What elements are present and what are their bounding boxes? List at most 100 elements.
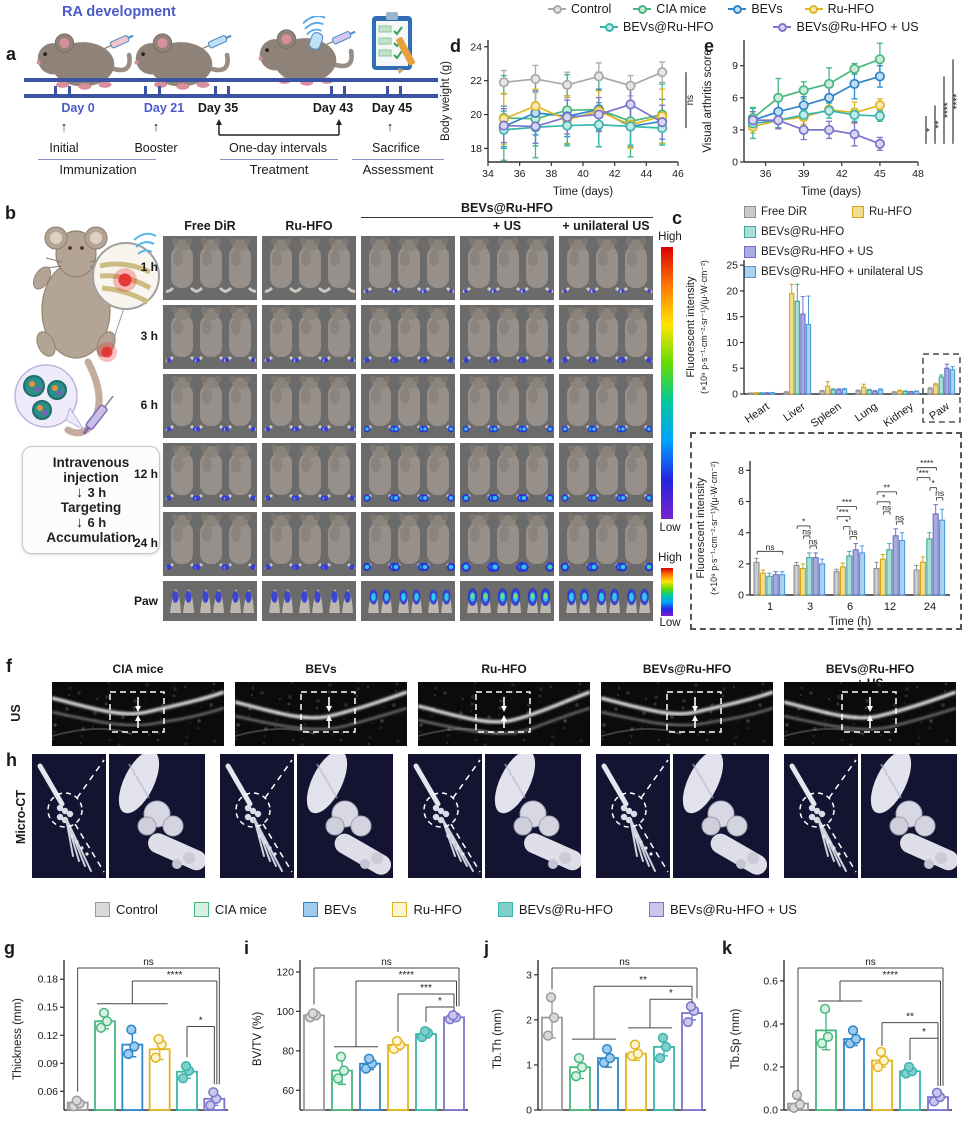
- treatment-interval-bracket: [216, 119, 342, 136]
- ultrasound-image: [51, 681, 225, 747]
- timeline-day-43: Day 43: [312, 101, 354, 115]
- col-header-plus-us: + US: [492, 219, 522, 233]
- ruhfo-swatch-icon: [392, 902, 408, 917]
- micro-ct-zoom-image: [109, 750, 207, 878]
- bevs-ruhfo-swatch-icon: [744, 226, 756, 238]
- flow-step-1: Intravenous injection: [52, 455, 130, 485]
- legend-item-control: Control: [548, 2, 611, 16]
- svg-text:0.18: 0.18: [38, 974, 59, 986]
- legend-label: CIA mice: [214, 902, 267, 917]
- svg-text:42: 42: [609, 168, 621, 180]
- micro-ct-overview-image: [596, 754, 670, 878]
- svg-text:40: 40: [577, 168, 589, 180]
- c-legend-unilateral-us: BEVs@Ru-HFO + unilateral US: [744, 266, 923, 278]
- control-marker-icon: [548, 4, 566, 14]
- row-label-12h: 12 h: [133, 467, 158, 481]
- svg-text:ns: ns: [935, 488, 944, 498]
- svg-text:0.12: 0.12: [38, 1030, 59, 1042]
- fluorescence-image-cell: [460, 374, 554, 443]
- svg-text:Body weight (g): Body weight (g): [440, 61, 452, 141]
- paw-colorbar-high-label: High: [658, 552, 682, 564]
- legend-label: Free DiR: [761, 206, 808, 218]
- svg-text:3: 3: [732, 124, 738, 136]
- body-weight-chart: 18 20 22 24 34 36 38 40 42 44 46 Time (days) Body we…: [438, 34, 706, 203]
- col-header-bevs-ruhfo: BEVs@Ru-HFO: [460, 201, 554, 215]
- fluorescence-image-cell: [262, 512, 356, 581]
- fluorescence-image-cell: [559, 305, 653, 374]
- svg-text:24: 24: [470, 41, 482, 53]
- arrow-booster-icon: ↑: [152, 119, 160, 134]
- svg-text:Heart: Heart: [743, 401, 772, 426]
- svg-text:*: *: [669, 988, 673, 999]
- colorbar-high-label: High: [658, 231, 682, 243]
- svg-text:3: 3: [526, 969, 532, 981]
- row-label-paw: Paw: [133, 594, 158, 608]
- legend-label: Control: [571, 2, 612, 16]
- svg-text:****: ****: [952, 94, 963, 110]
- svg-text:18: 18: [470, 143, 482, 155]
- mouse-targeting-schematic: [4, 214, 162, 447]
- control-swatch-icon: [95, 902, 110, 917]
- fluorescence-image-cell: [163, 581, 257, 626]
- svg-text:0.2: 0.2: [763, 1061, 778, 1073]
- micro-ct-zoom-image: [297, 750, 393, 878]
- svg-text:**: **: [883, 482, 890, 492]
- svg-text:**: **: [639, 975, 647, 986]
- legend-label: BEVs@Ru-HFO + unilateral US: [761, 266, 924, 278]
- fluorescence-image-cell: [460, 305, 554, 374]
- fluorescence-image-cell: [559, 374, 653, 443]
- svg-text:ns: ns: [849, 527, 858, 537]
- f-col-bevs-ruhfo: BEVs@Ru-HFO: [642, 662, 732, 676]
- svg-text:*: *: [802, 516, 806, 526]
- row-label-3h: 3 h: [140, 329, 158, 343]
- legend-item-control: Control: [95, 902, 158, 917]
- svg-text:Kidney: Kidney: [881, 400, 916, 429]
- svg-text:ns: ns: [685, 95, 696, 106]
- immunization-underline: [38, 159, 156, 160]
- injection-flowchart: Intravenous injection ↓ 3 h Targeting ↓ …: [22, 446, 160, 554]
- svg-text:*: *: [925, 128, 936, 132]
- svg-text:ns: ns: [381, 957, 392, 968]
- svg-text:0.0: 0.0: [763, 1105, 778, 1117]
- micro-ct-row-label: Micro-CT: [14, 789, 28, 845]
- svg-text:Thickness (mm): Thickness (mm): [12, 998, 24, 1080]
- legend-label: Control: [116, 902, 158, 917]
- arrow-sacrifice-icon: ↑: [386, 119, 394, 134]
- micro-ct-overview-image: [408, 754, 482, 878]
- svg-text:2: 2: [738, 558, 744, 570]
- svg-text:36: 36: [514, 168, 526, 180]
- svg-text:120: 120: [276, 966, 294, 978]
- flow-step-3: Accumulation: [46, 530, 136, 545]
- svg-text:*: *: [922, 1027, 926, 1038]
- f-col-bevs: BEVs: [305, 662, 337, 676]
- svg-text:****: ****: [882, 970, 898, 981]
- fluorescence-image-cell: [163, 305, 257, 374]
- svg-text:ns: ns: [865, 957, 876, 968]
- svg-text:Fluorescent intensity: Fluorescent intensity: [685, 276, 697, 377]
- phase-immunization: Immunization: [59, 162, 137, 177]
- paw-intensity-inset-box: 0 2 4 6 8 1 3 6 12 24 Time (h) Fluorescent intensit…: [690, 432, 962, 630]
- fluorescence-image-cell: [163, 374, 257, 443]
- bvtv-chart: 60 80 100 120 BV/TV (%) ns **** *** *: [248, 946, 478, 1125]
- svg-text:***: ***: [420, 983, 432, 994]
- mouse-illustration-1: [30, 20, 134, 97]
- panel-i-label: i: [244, 938, 250, 958]
- svg-text:Time (days): Time (days): [553, 186, 613, 198]
- ra-development-title: RA development: [62, 4, 176, 20]
- micro-ct-zoom-image: [861, 750, 959, 878]
- svg-text:0.06: 0.06: [38, 1086, 59, 1098]
- bevs-marker-icon: [728, 4, 747, 14]
- timeline-day-35: Day 35: [197, 101, 239, 115]
- panel-g-label: g: [4, 938, 15, 958]
- flow-arrow-2-icon: ↓ 6 h: [75, 514, 107, 531]
- micro-ct-zoom-image: [485, 750, 583, 878]
- svg-text:*: *: [199, 1016, 203, 1027]
- fluorescence-image-cell: [460, 236, 554, 305]
- timeline-day-45: Day 45: [371, 101, 413, 115]
- panel-a-label: a: [6, 44, 17, 64]
- svg-text:25: 25: [726, 260, 738, 272]
- svg-text:***: ***: [919, 468, 930, 478]
- colorbar-low-label: Low: [659, 522, 681, 534]
- flow-step-2: Targeting: [60, 500, 122, 515]
- svg-text:**: **: [906, 1012, 914, 1023]
